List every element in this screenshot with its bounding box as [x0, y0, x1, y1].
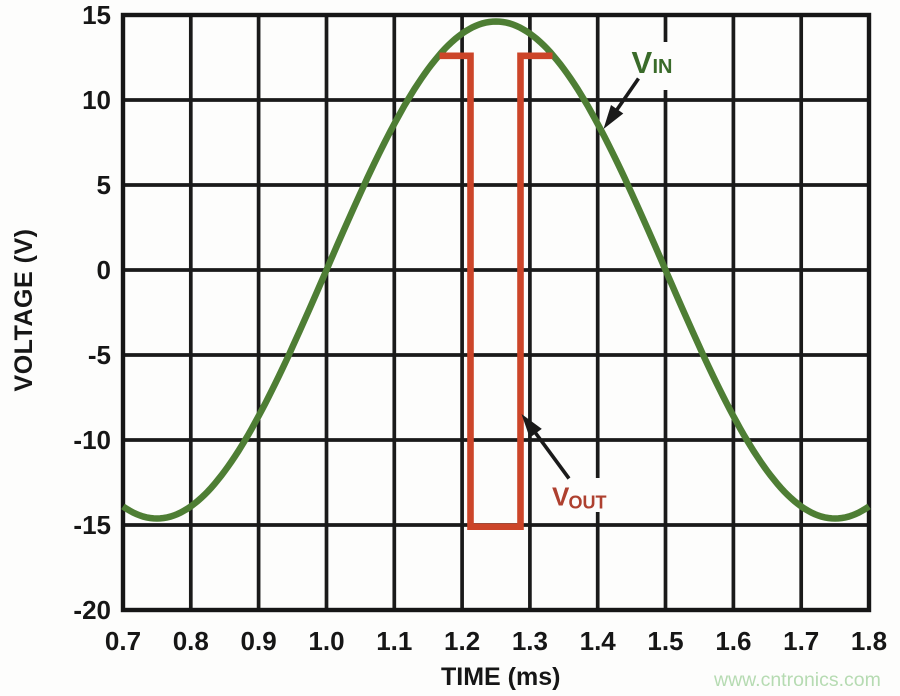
- svg-text:0.8: 0.8: [173, 626, 209, 656]
- svg-text:10: 10: [82, 85, 111, 115]
- svg-text:0.9: 0.9: [241, 626, 277, 656]
- svg-text:1.8: 1.8: [851, 626, 887, 656]
- svg-text:-15: -15: [73, 510, 111, 540]
- svg-text:1.2: 1.2: [444, 626, 480, 656]
- svg-text:VOLTAGE (V): VOLTAGE (V): [10, 229, 38, 392]
- svg-text:1.3: 1.3: [512, 626, 548, 656]
- svg-text:5: 5: [97, 170, 111, 200]
- svg-text:1.1: 1.1: [376, 626, 412, 656]
- svg-text:1.5: 1.5: [647, 626, 683, 656]
- svg-text:OUT: OUT: [569, 493, 607, 513]
- svg-text:0.7: 0.7: [105, 626, 141, 656]
- svg-text:-20: -20: [73, 595, 111, 625]
- svg-text:V: V: [632, 45, 653, 80]
- svg-text:1.0: 1.0: [308, 626, 344, 656]
- svg-text:V: V: [552, 482, 570, 512]
- svg-text:www.cntronics.com: www.cntronics.com: [713, 669, 881, 691]
- svg-text:1.4: 1.4: [580, 626, 617, 656]
- svg-text:-10: -10: [73, 425, 111, 455]
- svg-text:1.7: 1.7: [783, 626, 819, 656]
- svg-text:-5: -5: [88, 340, 111, 370]
- svg-text:15: 15: [82, 0, 111, 30]
- svg-text:IN: IN: [653, 56, 673, 78]
- svg-text:1.6: 1.6: [715, 626, 751, 656]
- svg-text:0: 0: [97, 255, 111, 285]
- svg-text:TIME (ms): TIME (ms): [441, 663, 560, 691]
